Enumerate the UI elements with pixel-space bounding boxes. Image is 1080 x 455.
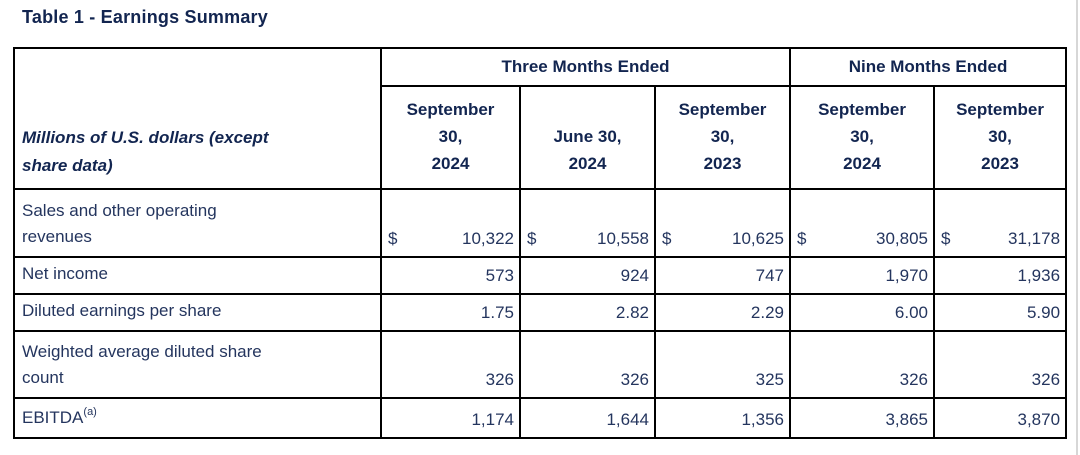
cell-value: 30,805 <box>876 229 929 248</box>
column-header-0: September 30, 2024 <box>380 85 521 190</box>
value-cell: 6.00 <box>789 293 936 332</box>
row-label-text: Sales and other operating revenues <box>22 201 217 246</box>
currency-symbol: $ <box>797 229 807 248</box>
column-header-text: September 30, 2023 <box>678 100 767 173</box>
value-cell: 326 <box>380 330 521 399</box>
cell-value: 10,558 <box>597 229 649 248</box>
table-title: Table 1 - Earnings Summary <box>22 7 268 27</box>
row-label-text: Diluted earnings per share <box>22 301 222 320</box>
currency-symbol: $ <box>388 229 398 248</box>
col-group-nine-months-ended: Nine Months Ended <box>789 47 1068 87</box>
value-cell: 747 <box>653 256 792 295</box>
period-group-row: Millions of U.S. dollars (except share d… <box>13 47 1068 190</box>
currency-symbol: $ <box>662 229 672 248</box>
column-header-text: September 30, 2023 <box>956 100 1044 173</box>
column-header-text: June 30, 2024 <box>553 127 622 173</box>
value-cell: 326 <box>789 330 936 399</box>
column-header-1: June 30, 2024 <box>519 85 656 190</box>
column-header-3: September 30, 2024 <box>789 85 936 190</box>
value-cell: 325 <box>653 330 792 399</box>
cell-value: 10,322 <box>462 229 514 248</box>
value-cell: $31,178 <box>933 188 1068 258</box>
table-row: Sales and other operating revenues $10,32… <box>13 188 1068 258</box>
value-cell: 3,865 <box>789 397 936 439</box>
value-cell: 1.75 <box>380 293 521 332</box>
value-cell: 1,174 <box>380 397 521 439</box>
page-edge-divider <box>1076 0 1078 455</box>
row-label: Weighted average diluted share count <box>13 330 382 399</box>
table-row: Diluted earnings per share 1.75 2.82 2.29 6.… <box>13 293 1068 332</box>
units-label-text: Millions of U.S. dollars (except share d… <box>22 128 269 175</box>
row-label-text: Weighted average diluted share count <box>22 342 262 387</box>
table-row: Weighted average diluted share count 326 3… <box>13 330 1068 399</box>
column-header-text: September 30, 2024 <box>818 100 906 173</box>
earnings-summary-table: Millions of U.S. dollars (except share d… <box>13 47 1068 439</box>
footnote-marker: (a) <box>83 406 97 419</box>
column-header-text: September 30, 2024 <box>406 100 495 173</box>
column-header-2: September 30, 2023 <box>653 85 792 190</box>
row-label: EBITDA(a) <box>13 397 382 439</box>
value-cell: 924 <box>519 256 656 295</box>
col-group-three-months-ended: Three Months Ended <box>379 47 792 87</box>
value-cell: 573 <box>380 256 521 295</box>
value-cell: $10,322 <box>380 188 521 258</box>
row-label: Sales and other operating revenues <box>13 188 382 258</box>
row-header-units-label: Millions of U.S. dollars (except share d… <box>13 47 382 190</box>
column-header-4: September 30, 2023 <box>933 85 1068 190</box>
date-header-row: September 30, 2024 June 30, 2024 September… <box>14 85 1068 190</box>
currency-symbol: $ <box>527 229 537 248</box>
value-cell: $10,625 <box>653 188 792 258</box>
value-cell: $10,558 <box>519 188 656 258</box>
value-cell: 1,936 <box>933 256 1068 295</box>
value-cell: 326 <box>519 330 656 399</box>
value-cell: 2.82 <box>519 293 656 332</box>
value-cell: 5.90 <box>933 293 1068 332</box>
row-label-text: Net income <box>22 264 108 283</box>
row-label: Net income <box>13 256 382 295</box>
value-cell: 1,356 <box>653 397 792 439</box>
row-label-text: EBITDA <box>22 408 84 427</box>
row-label: Diluted earnings per share <box>13 293 382 332</box>
table-row: Net income 573 924 747 1,970 1,936 <box>13 256 1068 295</box>
value-cell: 1,970 <box>789 256 936 295</box>
value-cell: 326 <box>933 330 1068 399</box>
currency-symbol: $ <box>941 229 951 248</box>
value-cell: 3,870 <box>933 397 1068 439</box>
cell-value: 31,178 <box>1008 229 1061 248</box>
value-cell: 1,644 <box>519 397 656 439</box>
table-row: EBITDA(a) 1,174 1,644 1,356 3,865 3,870 <box>13 397 1068 439</box>
value-cell: 2.29 <box>653 293 792 332</box>
cell-value: 10,625 <box>732 229 785 248</box>
value-cell: $30,805 <box>789 188 936 258</box>
